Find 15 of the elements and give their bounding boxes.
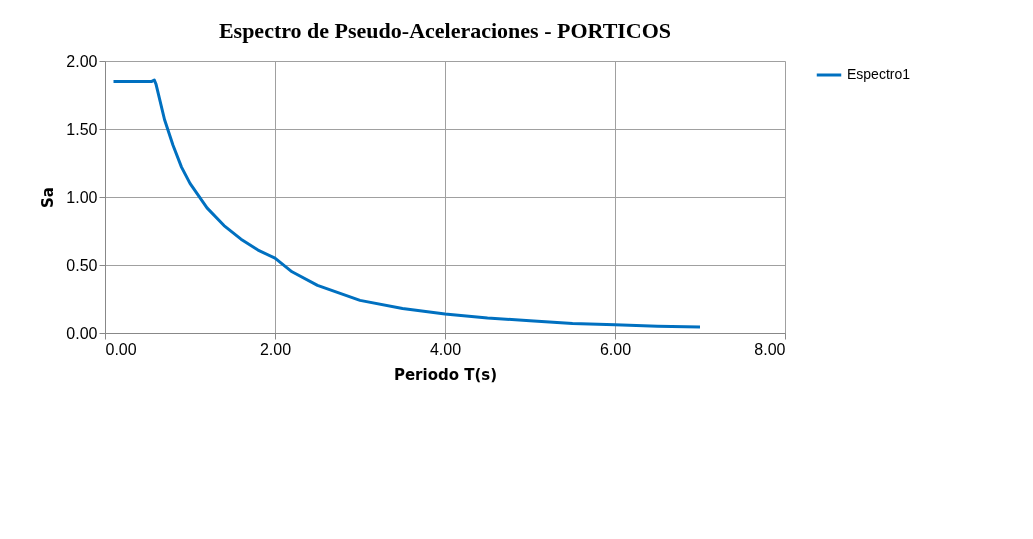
y-axis-title: Sa bbox=[39, 187, 58, 208]
x-tick-label: 6.00 bbox=[599, 340, 632, 358]
line-series bbox=[112, 78, 702, 329]
x-tick-label: 2.00 bbox=[259, 340, 292, 358]
y-tick-label: 1.00 bbox=[66, 188, 98, 206]
y-tick-label: 0.00 bbox=[66, 324, 98, 342]
x-tick-label: 8.00 bbox=[754, 340, 786, 358]
y-tick-label: 0.50 bbox=[66, 256, 98, 274]
y-tick-label: 2.00 bbox=[66, 52, 98, 70]
x-tick-label: 4.00 bbox=[429, 340, 462, 358]
chart-title: Espectro de Pseudo-Aceleraciones - PORTICOS bbox=[218, 18, 672, 43]
x-axis-title: Periodo T(s) bbox=[393, 365, 498, 384]
y-tick-label: 1.50 bbox=[66, 120, 98, 138]
legend-label: Espectro1 bbox=[847, 66, 911, 82]
x-tick-label: 0.00 bbox=[105, 340, 137, 358]
